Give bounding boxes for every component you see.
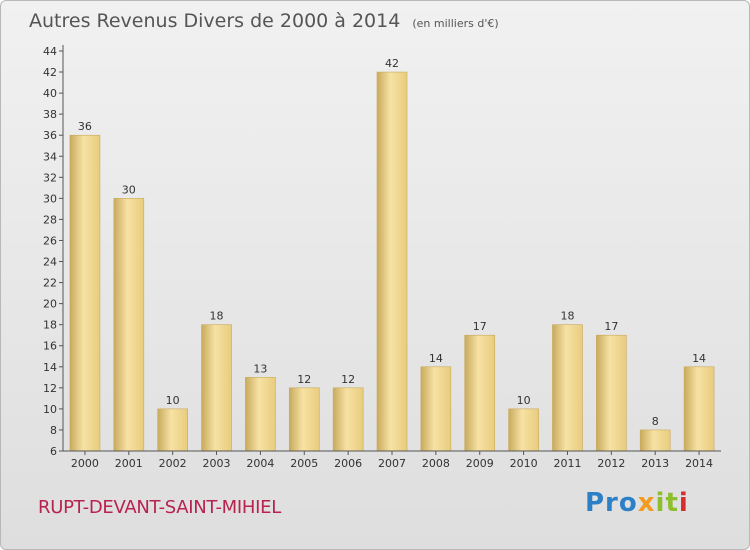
y-tick-label: 6 [50, 445, 57, 458]
data-label: 14 [429, 352, 443, 365]
x-tick-label: 2009 [466, 457, 494, 470]
logo-part-1: Pro [585, 488, 638, 518]
logo-part-3: it [655, 488, 679, 518]
logo-part-2: x [637, 488, 656, 518]
bar-2005 [288, 387, 320, 452]
bar-2013 [639, 429, 671, 452]
bar-2008 [420, 366, 452, 452]
y-tick-label: 26 [43, 234, 57, 247]
chart-title-text: Autres Revenus Divers de 2000 à 2014 [29, 10, 401, 32]
y-tick-label: 36 [43, 129, 57, 142]
bar-2004 [245, 377, 276, 452]
x-tick-label: 2011 [553, 457, 581, 470]
y-tick-label: 24 [43, 256, 57, 269]
data-label: 12 [341, 373, 355, 386]
x-tick-label: 2006 [334, 457, 362, 470]
data-label: 17 [604, 320, 618, 333]
chart-unit-label: (en milliers d'€) [412, 17, 499, 30]
bar-2000 [69, 134, 101, 452]
x-tick-label: 2012 [597, 457, 625, 470]
y-tick-label: 18 [43, 319, 57, 332]
logo-part-4: i [678, 488, 689, 518]
bar-2007 [376, 71, 408, 452]
bar-2006 [332, 387, 364, 452]
bar-2011 [552, 324, 583, 452]
y-tick-label: 22 [43, 277, 57, 290]
y-tick-label: 32 [43, 171, 57, 184]
place-name: RUPT-DEVANT-SAINT-MIHIEL [38, 497, 281, 518]
data-label: 36 [78, 120, 92, 133]
bar-2012 [596, 334, 627, 452]
x-tick-label: 2010 [510, 457, 538, 470]
x-tick-label: 2013 [641, 457, 669, 470]
y-tick-label: 44 [43, 45, 57, 58]
data-label: 10 [517, 394, 531, 407]
y-tick-label: 42 [43, 66, 57, 79]
x-tick-label: 2014 [685, 457, 713, 470]
y-tick-label: 14 [43, 361, 57, 374]
x-tick-label: 2008 [422, 457, 450, 470]
y-tick-label: 16 [43, 340, 57, 353]
y-tick-label: 38 [43, 108, 57, 121]
y-tick-label: 40 [43, 87, 57, 100]
proxiti-logo: Proxiti [585, 488, 689, 518]
x-tick-label: 2007 [378, 457, 406, 470]
bar-2009 [464, 334, 496, 452]
y-tick-label: 28 [43, 213, 57, 226]
data-label: 17 [473, 320, 487, 333]
data-label: 13 [253, 362, 267, 375]
data-label: 12 [297, 373, 311, 386]
bar-2002 [157, 408, 188, 452]
data-label: 14 [692, 352, 706, 365]
bar-2001 [113, 198, 145, 452]
y-tick-label: 12 [43, 382, 57, 395]
bar-2014 [683, 366, 715, 452]
x-tick-label: 2001 [115, 457, 143, 470]
data-label: 8 [652, 415, 659, 428]
data-label: 10 [166, 394, 180, 407]
x-tick-label: 2003 [203, 457, 231, 470]
data-label: 18 [560, 310, 574, 323]
y-tick-label: 34 [43, 150, 57, 163]
y-tick-label: 10 [43, 403, 57, 416]
data-label: 30 [122, 183, 136, 196]
x-tick-label: 2004 [246, 457, 274, 470]
x-tick-label: 2002 [159, 457, 187, 470]
bar-2010 [508, 408, 539, 452]
x-tick-label: 2005 [290, 457, 318, 470]
y-tick-label: 20 [43, 298, 57, 311]
data-label: 18 [210, 310, 224, 323]
data-label: 42 [385, 57, 399, 70]
y-tick-label: 8 [50, 424, 57, 437]
y-tick-label: 30 [43, 192, 57, 205]
bar-2003 [201, 324, 232, 452]
x-tick-label: 2000 [71, 457, 99, 470]
chart-title: Autres Revenus Divers de 2000 à 2014 (en… [29, 10, 499, 32]
